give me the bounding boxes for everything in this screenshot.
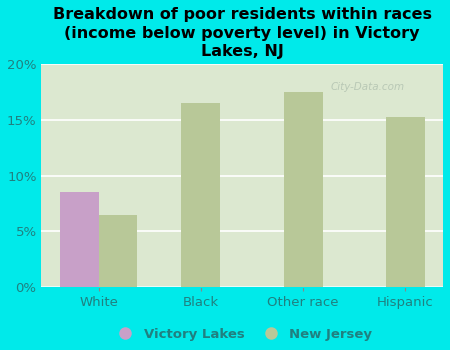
- Legend: Victory Lakes, New Jersey: Victory Lakes, New Jersey: [107, 323, 378, 346]
- Bar: [181, 103, 220, 287]
- Bar: [284, 92, 323, 287]
- Bar: [60, 193, 99, 287]
- Bar: [99, 215, 137, 287]
- Bar: [386, 117, 425, 287]
- Text: City-Data.com: City-Data.com: [331, 82, 405, 92]
- Title: Breakdown of poor residents within races
(income below poverty level) in Victory: Breakdown of poor residents within races…: [53, 7, 432, 59]
